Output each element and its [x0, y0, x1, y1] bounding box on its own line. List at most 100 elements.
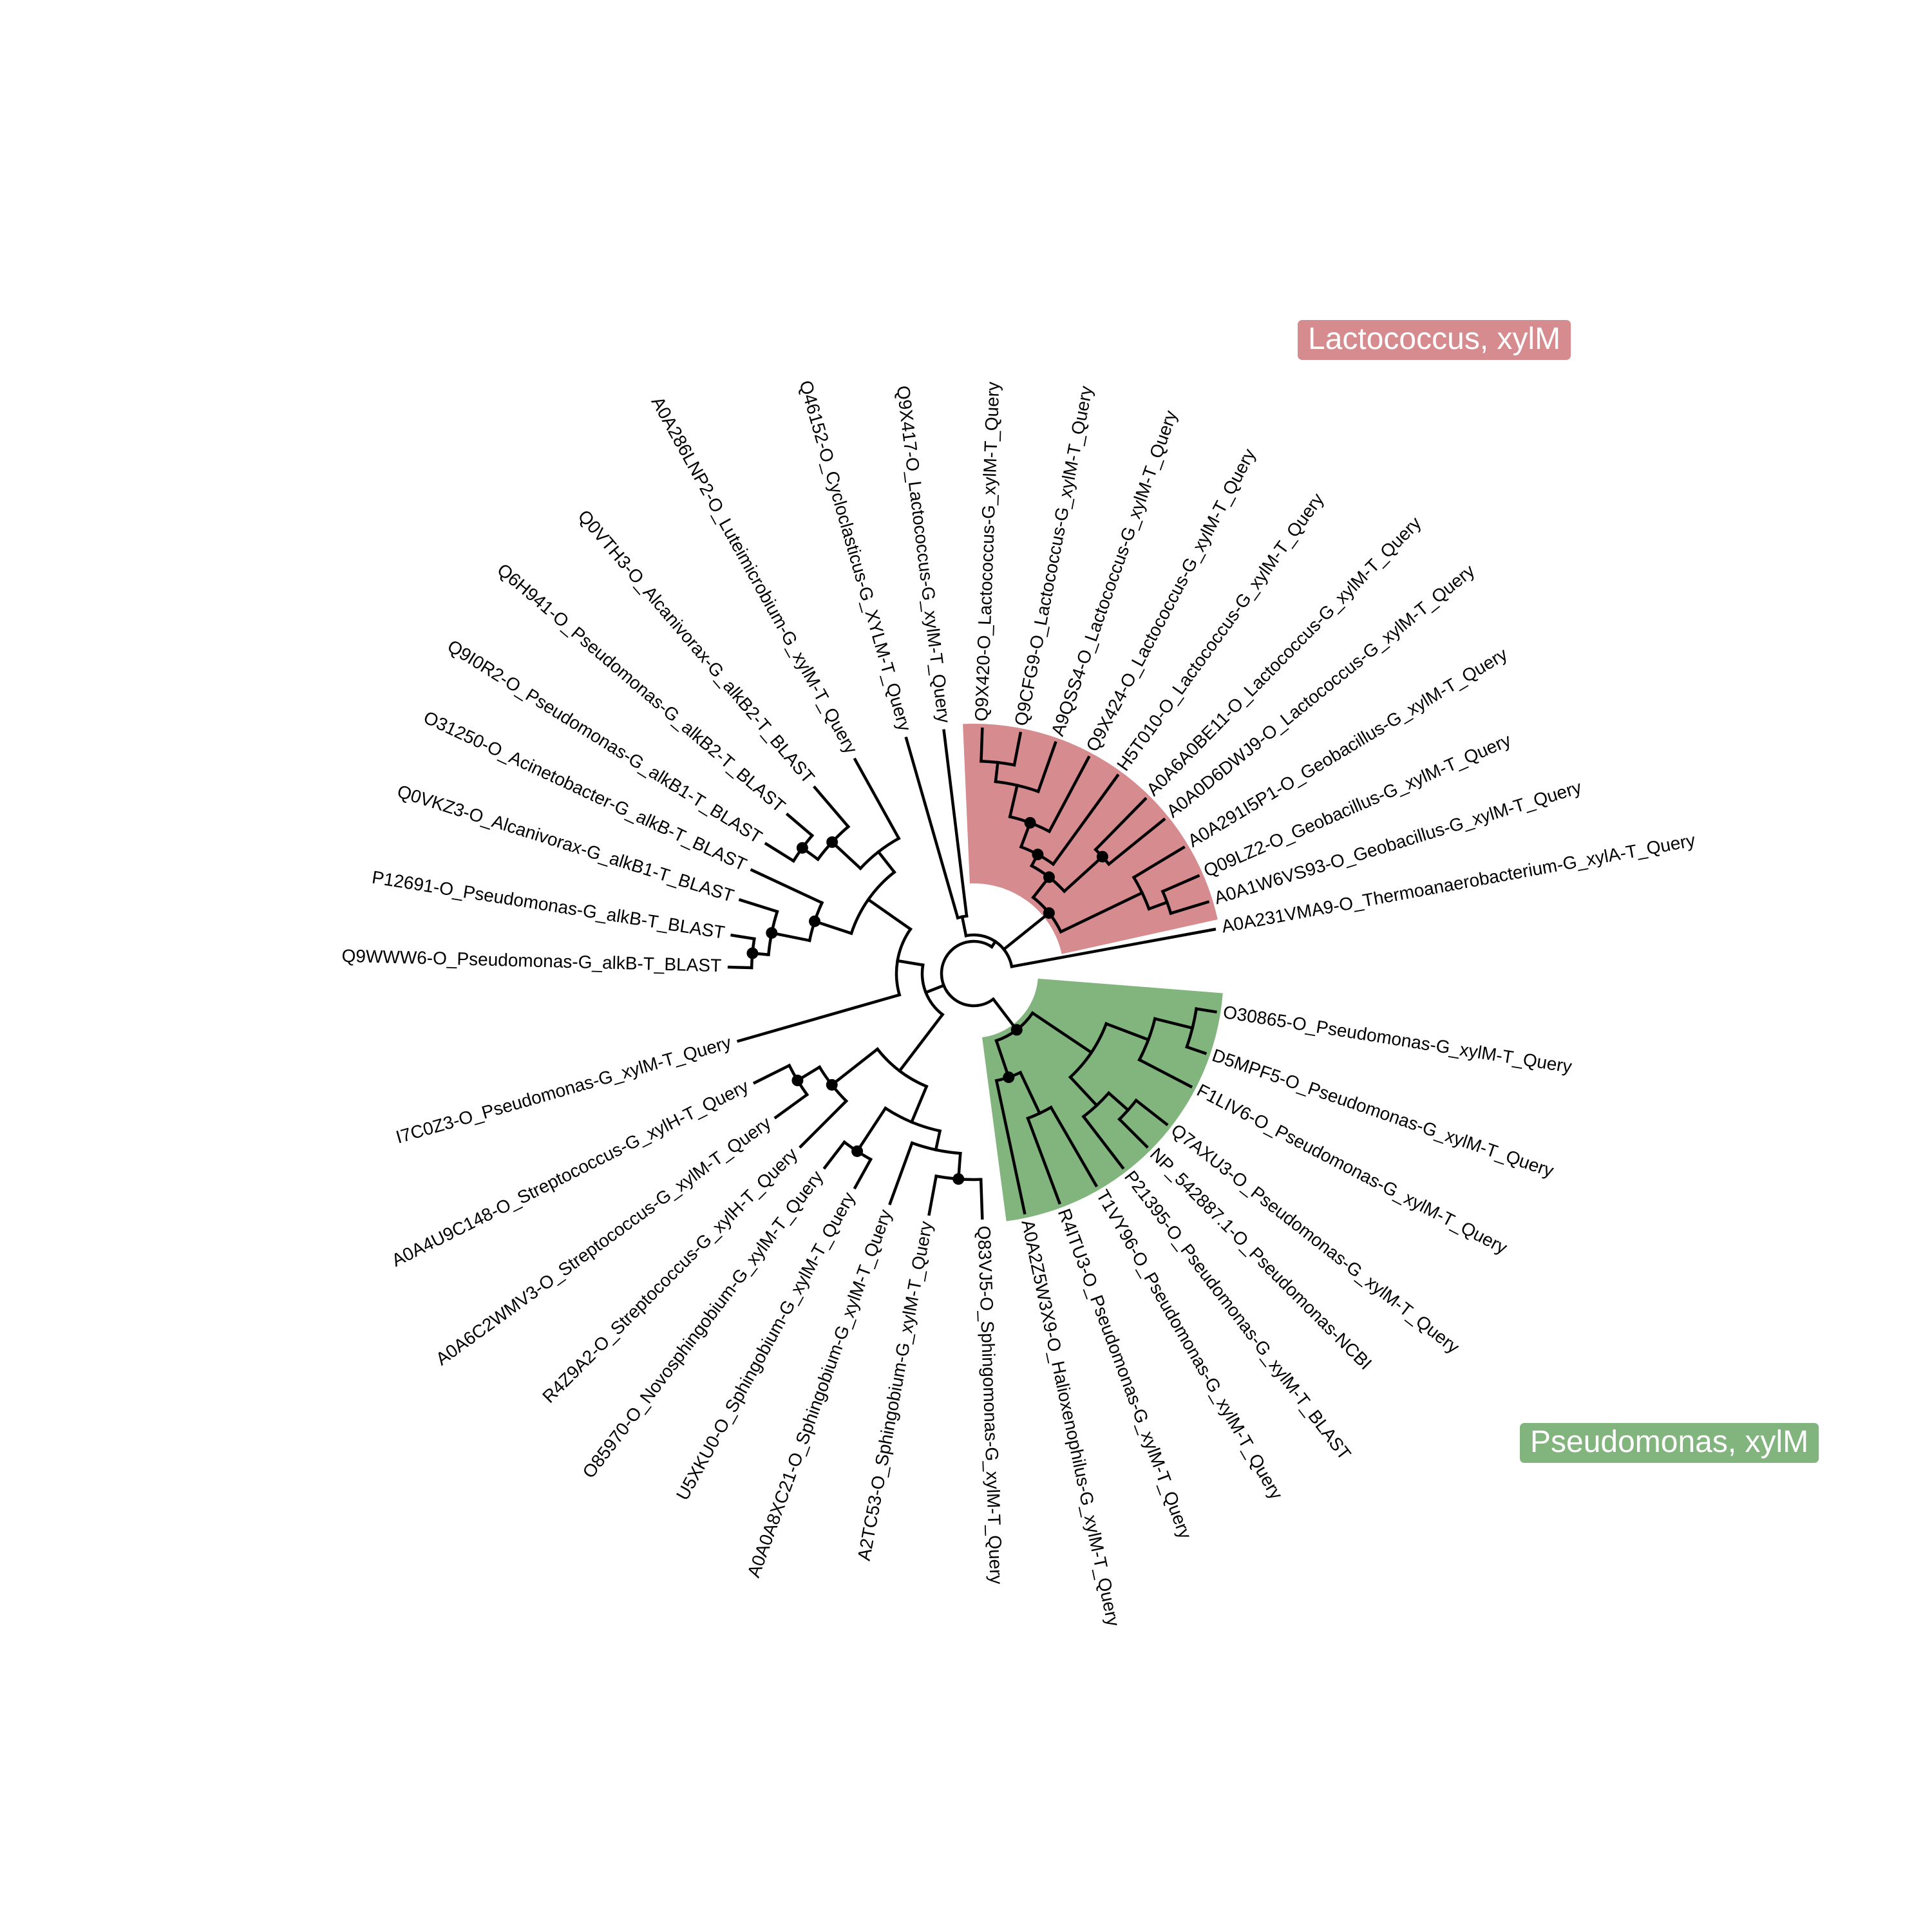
- support-dot-11: [808, 915, 820, 927]
- clade-label-box: [1298, 320, 1571, 360]
- branch-line-30: [1059, 890, 1144, 934]
- branch-line-99: [855, 1106, 888, 1154]
- branch-line-80: [770, 931, 811, 943]
- branch-line-82: [738, 898, 779, 914]
- support-dot-4: [1032, 849, 1044, 861]
- support-dot-13: [826, 1079, 838, 1091]
- branch-line-48: [1047, 755, 1091, 834]
- branch-line-42: [1094, 796, 1148, 852]
- branch-line-65: [866, 897, 913, 932]
- support-dot-8: [826, 836, 838, 848]
- branch-line-5: [994, 1079, 1027, 1215]
- branch-line-14: [1081, 1114, 1125, 1170]
- branch-line-41: [1106, 817, 1166, 867]
- leaf-label: Q9WWW6-O_Pseudomonas-G_alkB-T_BLAST: [341, 946, 721, 975]
- branch-arc-104: [910, 1141, 962, 1155]
- branch-line-49: [1008, 783, 1019, 819]
- branch-arc-20: [1137, 1017, 1157, 1062]
- clade-label-text: Lactococcus, xylM: [1308, 322, 1560, 356]
- branch-line-24: [1185, 1045, 1208, 1055]
- branch-line-52: [994, 760, 999, 784]
- leaf-label: I7C0Z3-O_Pseudomonas-G_xylM-T_Query: [393, 1032, 734, 1147]
- branch-line-77: [813, 919, 853, 936]
- branch-line-72: [813, 785, 851, 829]
- support-dot-0: [1003, 1071, 1015, 1084]
- branch-line-88: [897, 1012, 945, 1073]
- branch-line-25: [1195, 1007, 1217, 1014]
- clade-label-box: [1520, 1423, 1819, 1463]
- branch-arc-89: [875, 1047, 929, 1089]
- branch-arc-98: [883, 1106, 942, 1133]
- clade-label-lactococcus: Lactococcus, xylM: [1298, 320, 1571, 360]
- support-dot-5: [1043, 871, 1055, 883]
- support-dot-15: [952, 1173, 965, 1185]
- branch-line-10: [1030, 1011, 1094, 1055]
- branch-line-9: [1048, 1105, 1099, 1188]
- support-dot-6: [1043, 907, 1055, 919]
- branch-line-17: [1117, 1117, 1149, 1149]
- support-dot-9: [746, 947, 759, 959]
- branch-line-12: [1068, 1075, 1099, 1107]
- leaf-label: Q9X417-O_Lactococcus-G_xylM-T_Query: [893, 384, 954, 724]
- branch-line-79: [750, 868, 824, 905]
- branch-line-94: [752, 1063, 791, 1085]
- branch-line-102: [853, 1157, 873, 1190]
- support-nodes: [746, 816, 1108, 1185]
- branch-line-1: [991, 997, 1019, 1032]
- leaf-label: Q9X420-O_Lactococcus-G_xylM-T_Query: [971, 381, 1003, 721]
- branch-line-55: [980, 727, 984, 763]
- branch-line-75: [785, 813, 815, 838]
- branch-arc-50: [994, 780, 1041, 794]
- branch-line-59: [942, 729, 969, 918]
- branch-arc-0: [940, 939, 996, 1008]
- support-dot-7: [796, 842, 808, 854]
- leaf-labels: A0A231VMA9-O_Thermoanaerobacterium-G_xyl…: [341, 378, 1696, 1628]
- branch-line-108: [927, 1174, 938, 1216]
- branch-arc-11: [1068, 1022, 1108, 1080]
- branch-line-35: [1160, 874, 1200, 894]
- branch-arc-64: [895, 927, 913, 997]
- branch-arc-66: [849, 870, 896, 936]
- branch-line-51: [1036, 740, 1057, 794]
- branch-line-67: [876, 849, 896, 874]
- branch-line-54: [1012, 731, 1023, 767]
- clade-label-text: Pseudomonas, xylM: [1530, 1425, 1808, 1459]
- branch-line-70: [829, 840, 863, 871]
- branch-line-103: [934, 1129, 942, 1152]
- branch-line-86: [727, 965, 753, 970]
- branch-line-39: [1062, 854, 1105, 894]
- branch-line-56: [1010, 927, 1217, 968]
- branch-line-97: [909, 1084, 929, 1124]
- leaf-label: Q83VJ5-O_Sphingomonas-G_xylM-T_Query: [974, 1225, 1006, 1585]
- support-dot-3: [1024, 816, 1036, 829]
- branch-line-57: [960, 915, 968, 937]
- support-dot-12: [791, 1075, 804, 1087]
- branch-line-61: [923, 983, 946, 995]
- branch-line-63: [896, 959, 925, 967]
- branch-line-6: [1018, 1070, 1042, 1116]
- branch-line-15: [1106, 1091, 1130, 1113]
- branch-line-3: [994, 1039, 1011, 1079]
- branch-line-60: [904, 736, 960, 920]
- branch-line-21: [1137, 1057, 1193, 1089]
- branch-line-22: [1153, 1017, 1195, 1030]
- branch-arc-68: [858, 836, 901, 871]
- branch-line-45: [1051, 773, 1120, 867]
- support-dot-14: [851, 1145, 864, 1157]
- support-dot-10: [766, 927, 778, 939]
- clade-labels: Lactococcus, xylM Pseudomonas, xylM: [1298, 320, 1819, 1463]
- branch-line-76: [764, 842, 796, 863]
- branch-line-32: [1147, 900, 1170, 911]
- support-dot-1: [1010, 1024, 1023, 1036]
- branch-line-87: [736, 993, 902, 1043]
- branch-line-96: [799, 1098, 849, 1149]
- support-dot-2: [1096, 851, 1108, 863]
- branch-line-105: [888, 1141, 914, 1205]
- branch-line-34: [1169, 900, 1210, 916]
- branch-arc-62: [920, 963, 945, 1017]
- branch-line-109: [979, 1178, 984, 1220]
- branch-line-19: [1104, 1022, 1151, 1042]
- leaf-label: A0A2Z5W3X9-O_Halioxenophilus-G_xylM-T_Qu…: [1018, 1218, 1123, 1628]
- branch-line-8: [1026, 1116, 1061, 1205]
- branch-line-85: [730, 933, 756, 941]
